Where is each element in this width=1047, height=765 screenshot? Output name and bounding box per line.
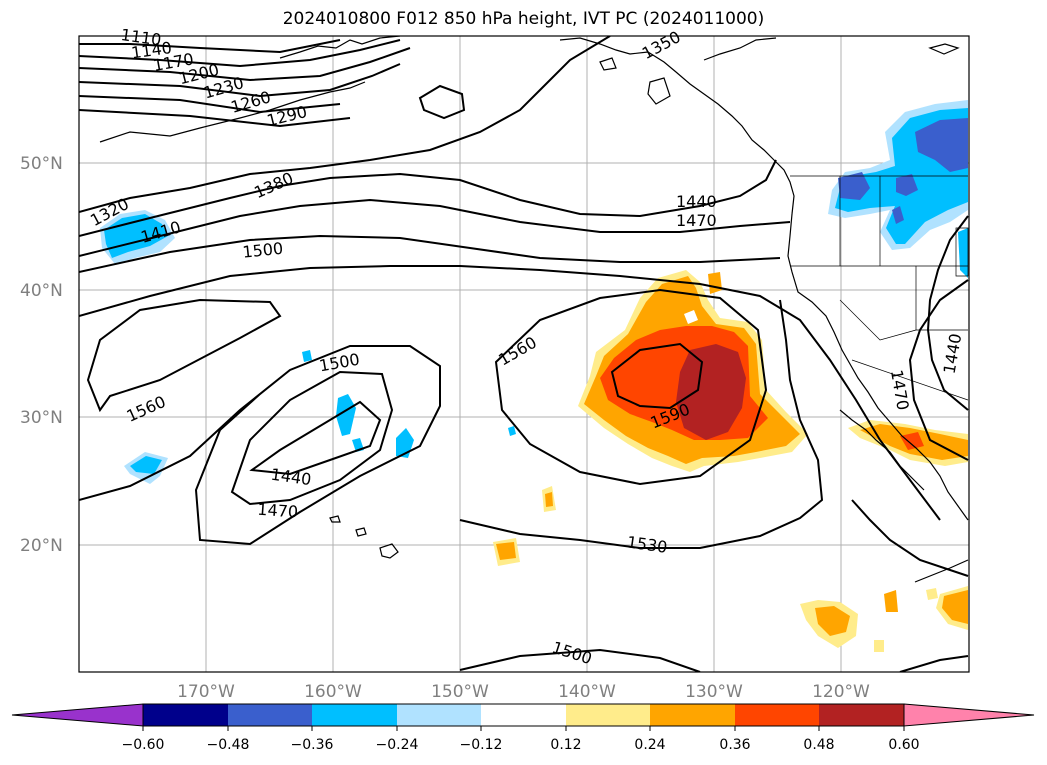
colorbar: −0.60 −0.48 −0.36 −0.24 −0.12 0.12 0.24 … <box>11 703 1035 753</box>
lon-label-150w: 150°W <box>431 682 489 702</box>
colorbar-segment <box>481 704 566 726</box>
colorbar-segment <box>397 704 481 726</box>
colorbar-segment <box>312 704 397 726</box>
map-title: 2024010800 F012 850 hPa height, IVT PC (… <box>282 9 765 29</box>
colorbar-segment <box>566 704 650 726</box>
colorbar-tick-label: 0.60 <box>888 737 919 753</box>
lat-label-50n: 50°N <box>20 154 63 174</box>
colorbar-segment <box>819 704 904 726</box>
latitude-labels: 50°N 40°N 30°N 20°N <box>20 154 63 556</box>
lon-label-130w: 130°W <box>685 682 743 702</box>
longitude-labels: 170°W 160°W 150°W 140°W 130°W 120°W <box>177 682 870 702</box>
colorbar-tick-label: 0.36 <box>719 737 750 753</box>
contour-label: 1470 <box>257 500 299 522</box>
colorbar-tick-label: −0.12 <box>460 737 503 753</box>
colorbar-tick-label: −0.24 <box>376 737 419 753</box>
gridlines <box>79 36 969 672</box>
contour-label: 1500 <box>242 239 284 262</box>
colorbar-extend-high <box>903 703 1035 727</box>
lat-label-20n: 20°N <box>20 536 63 556</box>
colorbar-tick-label: 0.12 <box>550 737 581 753</box>
ivt-positive-shading <box>493 270 968 652</box>
lat-label-40n: 40°N <box>20 281 63 301</box>
height-contours <box>79 36 969 672</box>
colorbar-segment <box>228 704 312 726</box>
contour-label: 1470 <box>676 211 717 230</box>
colorbar-segment <box>735 704 819 726</box>
coastlines <box>99 36 969 583</box>
contour-label: 1440 <box>676 192 717 211</box>
lat-label-30n: 30°N <box>20 408 63 428</box>
lon-label-170w: 170°W <box>177 682 235 702</box>
colorbar-extend-low <box>11 703 144 727</box>
colorbar-segment <box>143 704 228 726</box>
map-frame <box>78 35 970 673</box>
colorbar-tick-label: −0.48 <box>207 737 250 753</box>
lon-label-140w: 140°W <box>558 682 616 702</box>
colorbar-tick-label: 0.48 <box>803 737 834 753</box>
map-area <box>79 36 969 672</box>
colorbar-tick-label: 0.24 <box>634 737 665 753</box>
lon-label-160w: 160°W <box>304 682 362 702</box>
lon-label-120w: 120°W <box>812 682 870 702</box>
colorbar-tick-label: −0.60 <box>122 737 165 753</box>
colorbar-segment <box>650 704 735 726</box>
borders <box>790 175 969 401</box>
colorbar-tick-label: −0.36 <box>291 737 334 753</box>
